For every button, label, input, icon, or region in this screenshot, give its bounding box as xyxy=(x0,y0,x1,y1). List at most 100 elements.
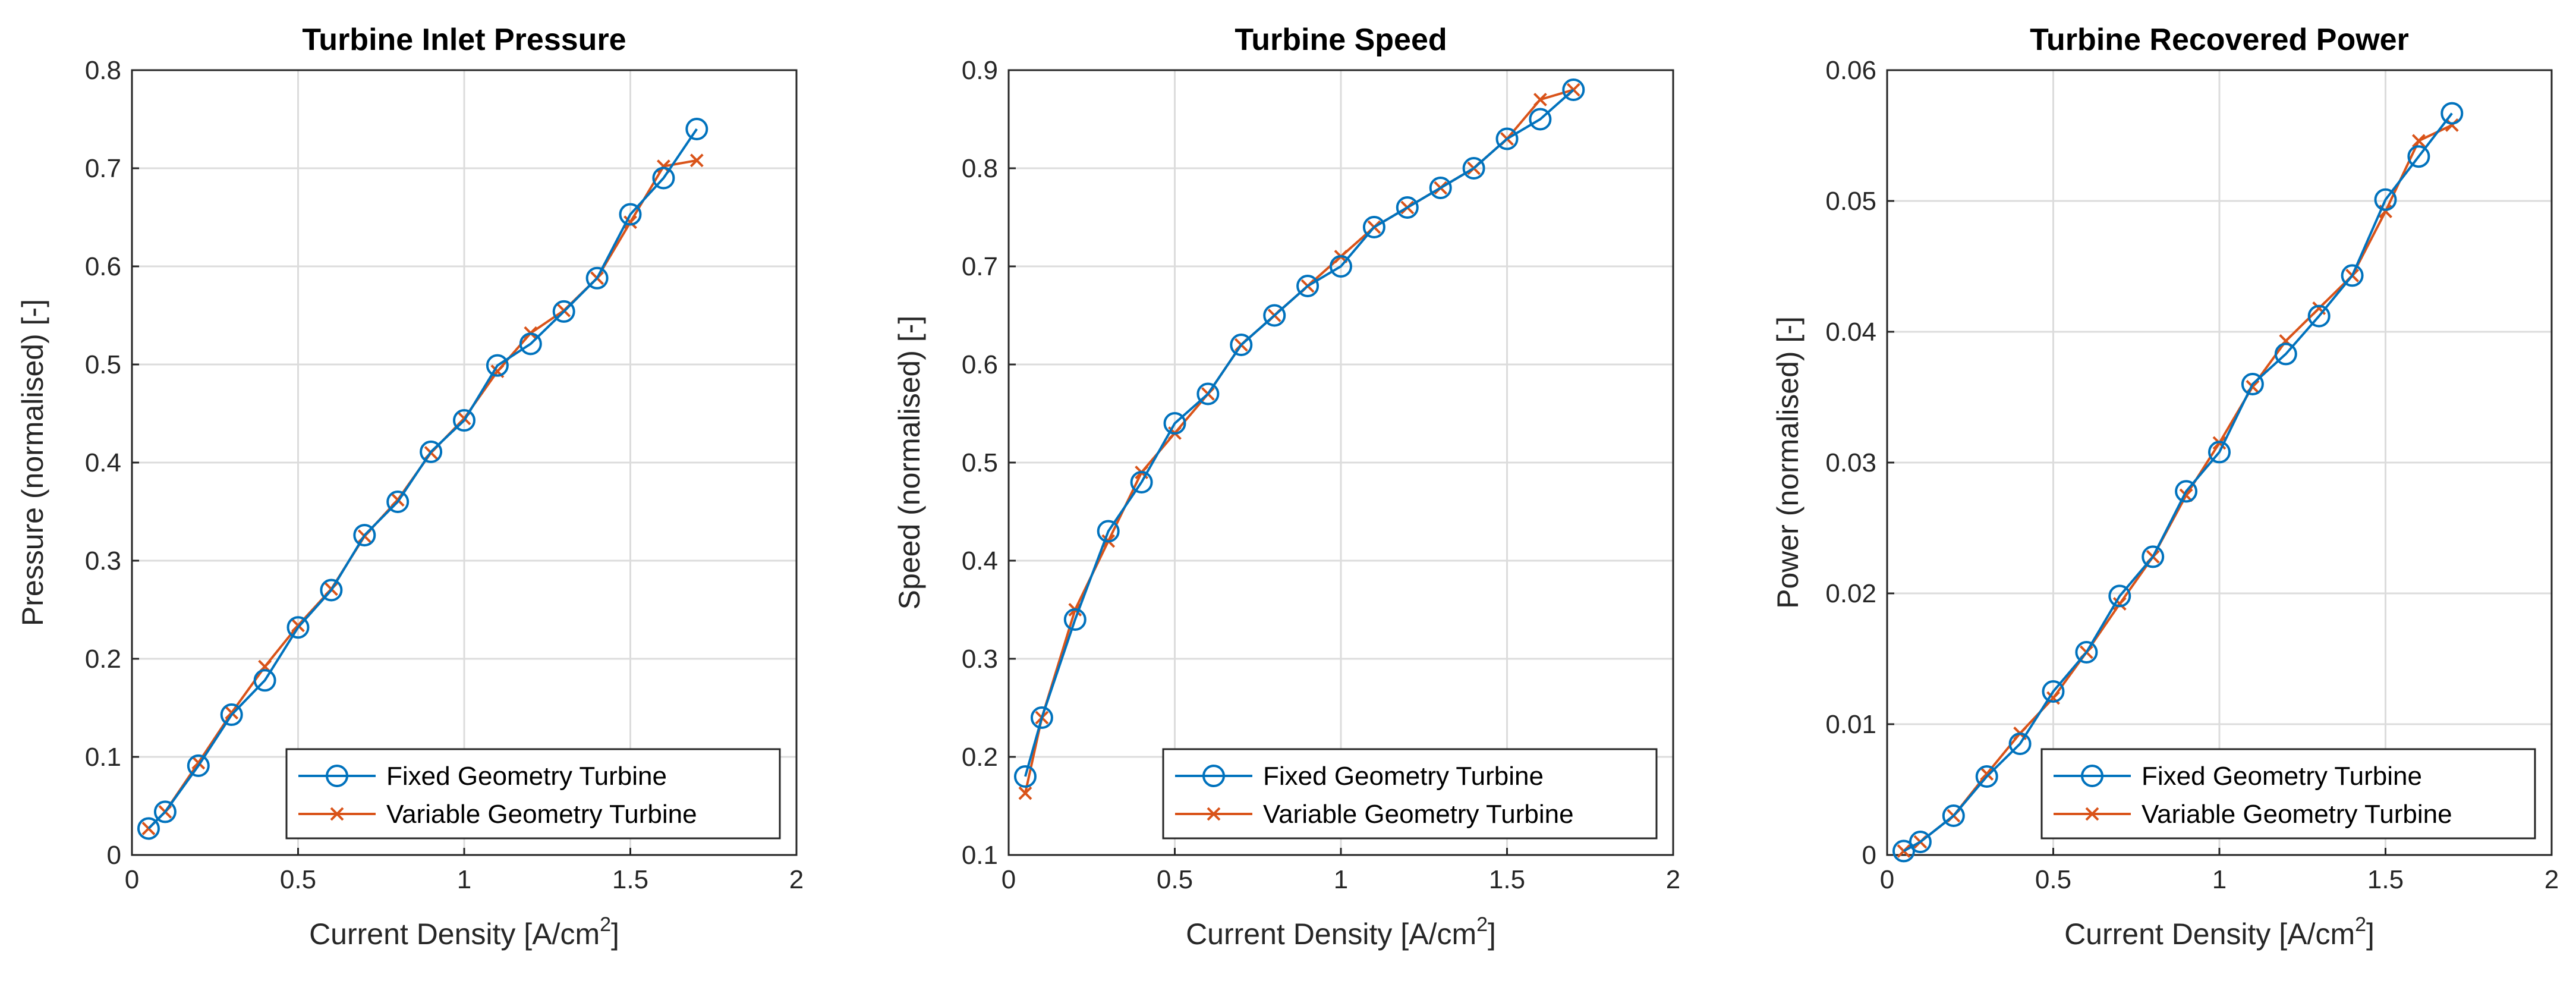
chart-title: Turbine Speed xyxy=(1235,23,1447,57)
y-tick-label: 0 xyxy=(1862,841,1876,870)
x-axis-label-main: Current Density [A/cm xyxy=(1186,917,1476,951)
data-point xyxy=(225,706,239,720)
x-axis-label-end: ] xyxy=(1488,917,1496,951)
y-tick-label: 0.9 xyxy=(962,56,998,85)
data-point xyxy=(652,166,675,190)
legend-marker xyxy=(326,765,348,787)
y-tick-label: 0.2 xyxy=(85,645,121,674)
series-line xyxy=(1024,89,1574,777)
x-axis-label: Current Density [A/cm2] xyxy=(309,913,619,951)
legend-box xyxy=(1162,748,1658,840)
data-point xyxy=(2341,264,2364,287)
x-tick-label: 1 xyxy=(2212,865,2227,894)
y-tick-label: 0.8 xyxy=(85,56,121,85)
data-point xyxy=(685,118,708,140)
y-tick-label: 0.4 xyxy=(962,546,998,576)
data-point xyxy=(286,616,310,639)
y-tick-label: 0.01 xyxy=(1825,710,1876,739)
y-tick-label: 0.6 xyxy=(85,252,121,281)
x-tick-label: 2 xyxy=(2544,865,2559,894)
data-point xyxy=(1942,804,1965,827)
x-tick-label: 0 xyxy=(125,865,139,894)
y-tick-label: 0.03 xyxy=(1825,448,1876,477)
y-tick-label: 0.4 xyxy=(85,448,121,477)
legend: Fixed Geometry Turbine Variable Geometry … xyxy=(285,748,781,840)
legend-item: Fixed Geometry Turbine xyxy=(298,762,667,791)
data-point xyxy=(552,300,575,323)
data-point xyxy=(585,266,609,290)
data-point xyxy=(2307,304,2331,328)
y-tick-label: 0.06 xyxy=(1825,56,1876,85)
series-fixed-geometry xyxy=(1013,78,1585,788)
data-point xyxy=(1263,304,1286,327)
data-point xyxy=(1462,157,1485,180)
x-tick-label: 0 xyxy=(1880,865,1894,894)
x-tick-label: 1 xyxy=(457,865,471,894)
data-point xyxy=(2411,134,2426,148)
data-point xyxy=(2075,641,2098,664)
x-tick-label: 0.5 xyxy=(280,865,316,894)
data-point xyxy=(1495,127,1519,150)
data-point xyxy=(2407,145,2430,168)
data-point xyxy=(1296,275,1320,297)
data-point xyxy=(1429,177,1452,199)
data-point xyxy=(2208,441,2231,464)
data-point xyxy=(1013,765,1037,788)
data-point xyxy=(2142,545,2165,568)
y-tick-label: 0.3 xyxy=(962,645,998,674)
data-point xyxy=(1163,412,1186,435)
data-point xyxy=(619,203,642,226)
x-tick-label: 0.5 xyxy=(2035,865,2071,894)
data-point xyxy=(1230,334,1253,356)
y-tick-label: 0.5 xyxy=(85,350,121,379)
x-tick-label: 1 xyxy=(1334,865,1348,894)
data-point xyxy=(1980,767,1994,781)
series-fixed-geometry xyxy=(1892,102,2464,863)
x-axis-label-main: Current Density [A/cm xyxy=(309,917,600,951)
data-point xyxy=(2112,597,2127,611)
data-point xyxy=(1533,93,1547,106)
data-point xyxy=(2241,373,2264,395)
legend-item: Variable Geometry Turbine xyxy=(2054,800,2452,829)
legend-label: Fixed Geometry Turbine xyxy=(2142,762,2422,791)
data-point xyxy=(2175,480,2198,503)
data-point xyxy=(2374,188,2397,211)
x-tick-label: 0 xyxy=(1002,865,1016,894)
legend-label: Variable Geometry Turbine xyxy=(386,800,697,829)
data-point xyxy=(486,354,509,377)
y-tick-label: 0.1 xyxy=(85,743,121,772)
axes-box xyxy=(131,69,798,856)
x-axis-label-end: ] xyxy=(611,917,619,951)
data-point xyxy=(1018,786,1032,800)
y-tick-label: 0.7 xyxy=(962,252,998,281)
axes-box xyxy=(1886,69,2553,856)
data-point xyxy=(1975,765,1998,788)
data-point xyxy=(153,800,177,823)
data-point xyxy=(320,579,343,602)
x-axis-label: Current Density [A/cm2] xyxy=(1186,913,1496,951)
x-axis-label: Current Density [A/cm2] xyxy=(2064,913,2375,951)
x-axis-label-end: ] xyxy=(2366,917,2375,951)
data-point xyxy=(1063,608,1087,631)
y-tick-label: 0.6 xyxy=(962,350,998,379)
series-fixed-geometry xyxy=(137,118,708,840)
data-point xyxy=(386,491,410,513)
y-tick-label: 0.8 xyxy=(962,154,998,183)
chart-panel-3: 0 0.5 1 1.5 200.010.020.030.040.050.06Turbin… xyxy=(1771,23,2559,951)
x-tick-label: 2 xyxy=(789,865,804,894)
data-point xyxy=(453,409,475,432)
data-point xyxy=(220,703,243,727)
legend-marker xyxy=(1202,765,1225,787)
chart-title: Turbine Inlet Pressure xyxy=(302,23,626,57)
chart-panel-1: 0 0.5 1 1.5 200.10.20.30.40.50.60.70.8Turbin… xyxy=(16,23,804,951)
data-point xyxy=(2440,102,2464,125)
x-axis-label-superscript: 2 xyxy=(600,913,611,936)
legend: Fixed Geometry Turbine Variable Geometry … xyxy=(1162,748,1658,840)
data-point xyxy=(1196,382,1220,405)
y-tick-label: 0.05 xyxy=(1825,187,1876,216)
data-point xyxy=(2042,680,2065,703)
data-point xyxy=(2445,118,2459,132)
legend-label: Fixed Geometry Turbine xyxy=(1263,762,1544,791)
